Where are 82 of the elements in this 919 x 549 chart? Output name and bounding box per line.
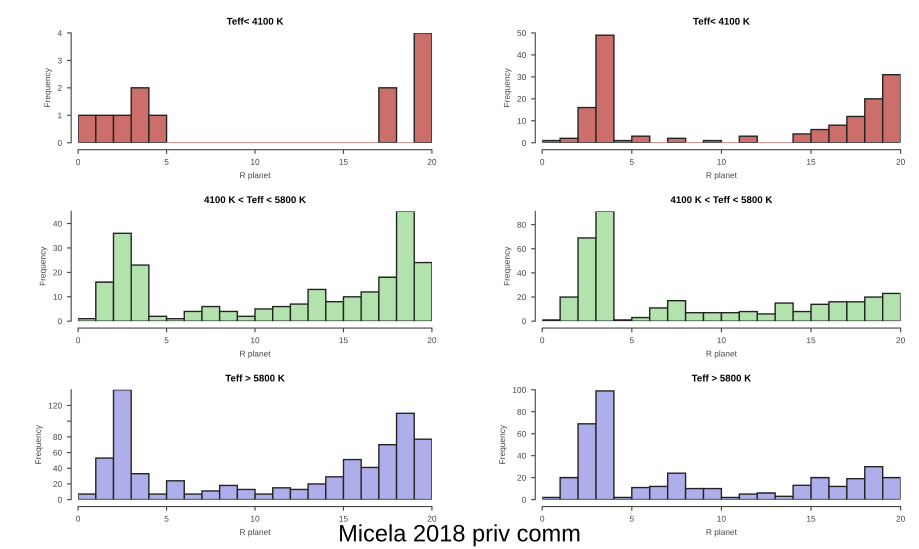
x-tick-label: 0 <box>540 516 544 522</box>
y-tick-label: 40 <box>53 220 62 227</box>
y-tick-label: 60 <box>517 430 526 437</box>
y-tick-label: 2 <box>58 85 62 91</box>
y-tick-label: 20 <box>517 294 526 300</box>
y-tick-label: 20 <box>53 270 62 276</box>
y-tick-label: 40 <box>53 465 62 472</box>
x-tick-label: 10 <box>717 158 726 165</box>
x-tick-label: 5 <box>164 337 169 344</box>
y-tick-label: 50 <box>517 30 526 36</box>
x-tick-label: 5 <box>630 516 634 522</box>
y-tick-label: 30 <box>53 245 62 252</box>
text: Micela 2018 priv comm <box>340 524 580 546</box>
y-tick-label: 80 <box>517 222 526 228</box>
x-tick-label: 5 <box>630 159 634 165</box>
y-tick-label: 80 <box>53 434 62 440</box>
y-tick-label: 20 <box>53 481 62 488</box>
y-tick-label: 40 <box>517 270 526 276</box>
y-tick-label: 20 <box>517 96 526 102</box>
x-tick-label: 15 <box>807 516 816 522</box>
x-tick-label: 0 <box>540 337 544 344</box>
y-tick-label: 4 <box>58 30 62 36</box>
y-tick-label: 1 <box>58 112 62 118</box>
y-tick-label: 0 <box>522 318 526 324</box>
y-axis-title: Frequency <box>499 425 507 464</box>
y-tick-label: 0 <box>522 496 526 503</box>
chart-title: Teff > 5800 K <box>225 374 285 382</box>
x-tick-label: 0 <box>540 158 544 165</box>
y-axis-title: Frequency <box>504 246 512 286</box>
x-tick-label: 15 <box>339 516 348 522</box>
y-tick-label: 30 <box>517 74 526 80</box>
x-tick-label: 0 <box>76 337 80 344</box>
x-axis-title: R planet <box>706 350 737 358</box>
y-tick-label: 10 <box>518 118 526 124</box>
y-tick-label: 120 <box>48 402 62 409</box>
x-tick-label: 20 <box>896 337 905 344</box>
y-tick-label: 40 <box>517 52 526 58</box>
x-tick-label: 20 <box>428 337 436 344</box>
chart-title: Teff< 4100 K <box>226 18 284 25</box>
x-tick-label: 0 <box>76 158 80 165</box>
x-tick-label: 20 <box>896 516 905 522</box>
x-tick-label: 10 <box>251 516 260 522</box>
x-axis-title: R planet <box>706 172 737 180</box>
x-axis-title: R planet <box>240 172 270 180</box>
x-axis-title: R planet <box>240 528 270 537</box>
x-axis-title: R planet <box>240 350 270 358</box>
x-tick-label: 10 <box>251 337 260 344</box>
y-axis-title: Frequency <box>35 425 43 464</box>
y-tick-label: 60 <box>517 246 526 252</box>
x-tick-label: 20 <box>428 158 436 165</box>
x-tick-label: 10 <box>251 158 260 165</box>
chart-title: 4100 K < Teff < 5800 K <box>204 196 306 204</box>
y-tick-label: 60 <box>53 450 62 456</box>
x-tick-label: 15 <box>339 337 348 344</box>
x-tick-label: 10 <box>717 516 726 522</box>
y-axis-title: Frequency <box>40 246 48 286</box>
chart-title: Teff< 4100 K <box>693 18 750 25</box>
y-tick-label: 0 <box>58 318 62 324</box>
y-axis-title: Frequency <box>44 68 52 107</box>
y-tick-label: 0 <box>522 140 526 146</box>
y-tick-label: 0 <box>58 496 62 503</box>
y-axis-title: Frequency <box>504 68 512 107</box>
y-tick-label: 80 <box>517 408 526 415</box>
x-tick-label: 15 <box>807 337 816 344</box>
x-axis-title: R planet <box>706 528 737 537</box>
x-tick-label: 20 <box>428 516 436 522</box>
x-tick-label: 5 <box>164 516 169 522</box>
chart-title: 4100 K < Teff < 5800 K <box>670 196 772 204</box>
x-tick-label: 15 <box>807 159 816 165</box>
x-tick-label: 5 <box>164 159 169 165</box>
y-tick-label: 100 <box>512 386 526 393</box>
x-tick-label: 15 <box>339 159 348 165</box>
y-tick-label: 3 <box>58 58 62 64</box>
x-tick-label: 5 <box>630 337 634 344</box>
x-tick-label: 0 <box>76 516 80 522</box>
x-tick-label: 10 <box>717 337 726 344</box>
y-tick-label: 20 <box>517 474 526 481</box>
y-tick-label: 0 <box>58 140 62 146</box>
x-tick-label: 20 <box>896 158 905 165</box>
y-tick-label: 40 <box>517 452 526 459</box>
y-tick-label: 10 <box>54 294 62 300</box>
chart-title: Teff > 5800 K <box>692 374 752 382</box>
